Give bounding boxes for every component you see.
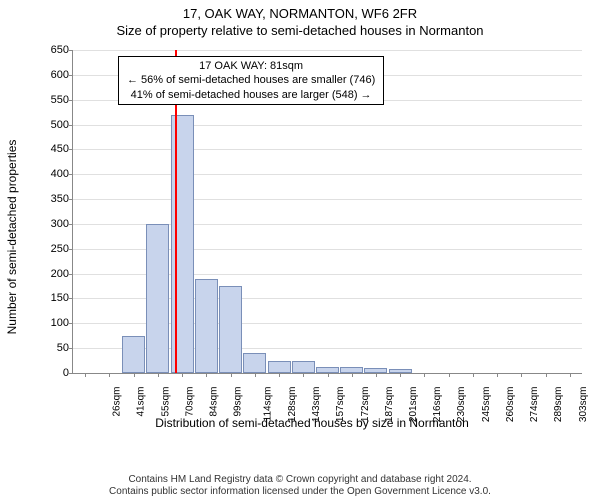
xtick-mark (206, 373, 207, 377)
gridline-h (73, 199, 582, 200)
page-title-line1: 17, OAK WAY, NORMANTON, WF6 2FR (0, 0, 600, 21)
gridline-h (73, 149, 582, 150)
xtick-mark (521, 373, 522, 377)
chart-container: Number of semi-detached properties 05010… (36, 44, 588, 430)
xtick-label: 70sqm (184, 387, 195, 417)
xtick-mark (231, 373, 232, 377)
gridline-h (73, 174, 582, 175)
x-axis-label: Distribution of semi-detached houses by … (36, 416, 588, 430)
y-axis-label: Number of semi-detached properties (5, 140, 19, 335)
xtick-mark (255, 373, 256, 377)
xtick-mark (279, 373, 280, 377)
footer-attribution: Contains HM Land Registry data © Crown c… (0, 474, 600, 498)
histogram-bar (292, 361, 315, 373)
ytick-label: 600 (51, 69, 73, 81)
ytick-label: 0 (63, 367, 73, 379)
ytick-label: 650 (51, 44, 73, 56)
xtick-mark (424, 373, 425, 377)
xtick-mark (546, 373, 547, 377)
ytick-label: 400 (51, 168, 73, 180)
histogram-bar (146, 224, 169, 373)
xtick-mark (400, 373, 401, 377)
xtick-mark (449, 373, 450, 377)
ytick-label: 150 (51, 292, 73, 304)
xtick-label: 41sqm (136, 387, 147, 417)
annotation-line: 41% of semi-detached houses are larger (… (127, 88, 375, 102)
ytick-label: 50 (57, 342, 73, 354)
ytick-label: 300 (51, 218, 73, 230)
ytick-label: 200 (51, 268, 73, 280)
xtick-mark (303, 373, 304, 377)
xtick-mark (328, 373, 329, 377)
annotation-line: 17 OAK WAY: 81sqm (127, 59, 375, 73)
xtick-label: 26sqm (112, 387, 123, 417)
xtick-mark (497, 373, 498, 377)
footer-line1: Contains HM Land Registry data © Crown c… (0, 474, 600, 486)
histogram-bar (219, 286, 242, 373)
xtick-mark (570, 373, 571, 377)
ytick-label: 550 (51, 94, 73, 106)
xtick-label: 55sqm (160, 387, 171, 417)
footer-line2: Contains public sector information licen… (0, 486, 600, 498)
ytick-label: 350 (51, 193, 73, 205)
xtick-mark (376, 373, 377, 377)
annotation-line: ← 56% of semi-detached houses are smalle… (127, 73, 375, 87)
histogram-bar (195, 279, 218, 373)
xtick-label: 99sqm (233, 387, 244, 417)
histogram-bar (243, 353, 266, 373)
xtick-mark (85, 373, 86, 377)
xtick-mark (134, 373, 135, 377)
gridline-h (73, 50, 582, 51)
xtick-mark (352, 373, 353, 377)
xtick-mark (182, 373, 183, 377)
ytick-label: 450 (51, 143, 73, 155)
histogram-bar (268, 361, 291, 373)
xtick-mark (109, 373, 110, 377)
xtick-mark (473, 373, 474, 377)
xtick-mark (158, 373, 159, 377)
annotation-box: 17 OAK WAY: 81sqm← 56% of semi-detached … (118, 56, 384, 105)
ytick-label: 100 (51, 317, 73, 329)
page-title-line2: Size of property relative to semi-detach… (0, 21, 600, 38)
ytick-label: 500 (51, 119, 73, 131)
ytick-label: 250 (51, 243, 73, 255)
gridline-h (73, 125, 582, 126)
histogram-bar (122, 336, 145, 373)
xtick-label: 84sqm (209, 387, 220, 417)
plot-area: 0501001502002503003504004505005506006502… (72, 50, 582, 374)
